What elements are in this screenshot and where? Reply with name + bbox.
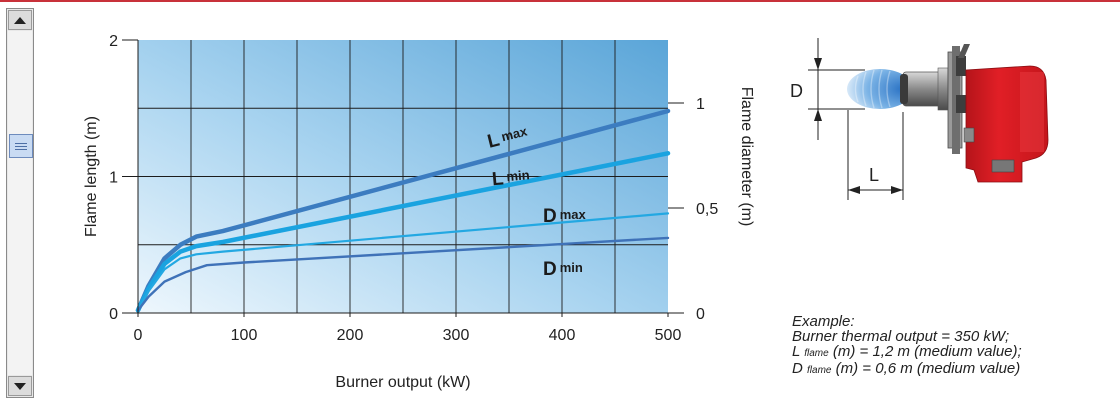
example-line-diameter: D flame (m) = 0,6 m (medium value) <box>792 361 1022 378</box>
scrollbar-track[interactable] <box>8 31 33 375</box>
x-tick-label: 400 <box>549 327 576 344</box>
y2-tick-label: 0,5 <box>696 201 718 218</box>
example-line-length: L flame (m) = 1,2 m (medium value); <box>792 344 1022 361</box>
y-axis-title: Flame length (m) <box>83 116 100 237</box>
arrow-up-icon <box>14 16 26 24</box>
x-tick-label: 0 <box>134 327 143 344</box>
example-l-subscript: flame <box>804 348 829 359</box>
x-tick-label: 500 <box>655 327 682 344</box>
example-d-value: (m) = 0,6 m (medium value) <box>835 360 1021 377</box>
grip-line-icon <box>15 148 27 150</box>
y2-tick-label: 0 <box>696 306 705 323</box>
y-tick-label: 2 <box>109 33 118 50</box>
x-tick-label: 100 <box>231 327 258 344</box>
dimension-label-l: L <box>869 165 879 185</box>
x-tick-label: 300 <box>443 327 470 344</box>
series-label-lmax: Lmax <box>485 122 530 152</box>
scroll-down-button[interactable] <box>8 376 32 396</box>
y-tick-label: 0 <box>109 306 118 323</box>
example-d-subscript: flame <box>807 365 832 376</box>
series-label-lmin: Lmin <box>491 166 530 190</box>
example-d-symbol: D <box>792 360 803 377</box>
series-line-d-max <box>136 212 670 312</box>
flame-shape <box>847 69 913 109</box>
example-l-symbol: L <box>792 343 801 360</box>
y-tick-label: 1 <box>109 170 118 187</box>
arrow-down-icon <box>14 382 26 390</box>
x-axis-title: Burner output (kW) <box>335 374 470 391</box>
burner-schematic: D L <box>790 38 1049 200</box>
vertical-scrollbar[interactable] <box>6 8 34 398</box>
plot-area <box>135 40 671 313</box>
example-heading: Example: <box>792 313 855 330</box>
example-l-value: (m) = 1,2 m (medium value); <box>832 343 1022 360</box>
series-line-l-min <box>135 151 671 313</box>
grip-line-icon <box>15 142 27 144</box>
x-tick-label: 200 <box>337 327 364 344</box>
scroll-up-button[interactable] <box>8 10 32 30</box>
dimension-label-d: D <box>790 81 803 101</box>
y2-axis-title: Flame diameter (m) <box>738 87 755 227</box>
series-line-d-min <box>136 236 670 312</box>
example-line-output: Burner thermal output = 350 kW; <box>792 328 1010 345</box>
y2-tick-label: 1 <box>696 96 705 113</box>
example-note: Example: Burner thermal output = 350 kW;… <box>792 314 1022 378</box>
blast-tube <box>902 71 942 107</box>
grip-line-icon <box>15 145 27 147</box>
top-accent-rule <box>0 0 1120 2</box>
chart-axes: 0 100 200 300 400 500 0 1 2 0 0,5 1 Burner output (k… <box>83 33 755 391</box>
scrollbar-thumb[interactable] <box>9 134 33 158</box>
